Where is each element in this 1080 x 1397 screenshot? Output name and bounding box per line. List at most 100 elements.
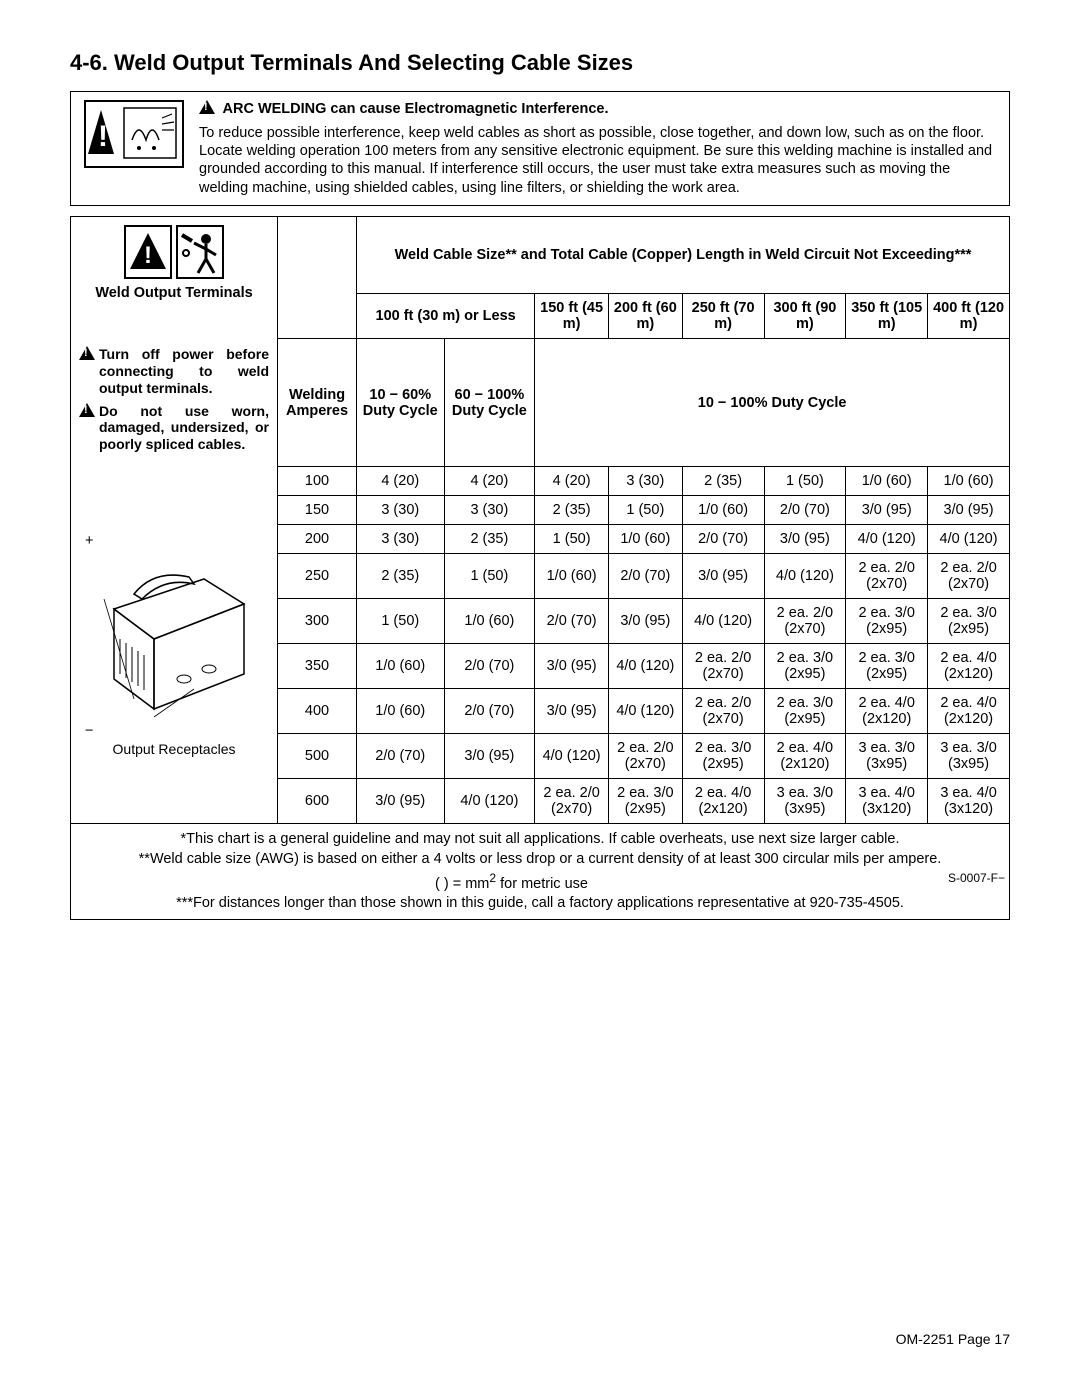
data-cell: 3/0 (95) [357,779,445,824]
section-title: 4-6. Weld Output Terminals And Selecting… [70,50,1010,76]
data-cell: 1/0 (60) [928,467,1010,496]
dist-150: 150 ft (45 m) [535,293,609,338]
amp-cell: 200 [278,525,357,554]
data-cell: 1/0 (60) [357,689,445,734]
data-cell: 2 ea. 2/0 (2x70) [928,554,1010,599]
warning-triangle-icon: ! [84,100,184,168]
data-cell: 4/0 (120) [764,554,846,599]
doc-code: S-0007-F− [948,870,1005,886]
duty-10-100: 10 − 100% Duty Cycle [535,338,1010,467]
data-cell: 4 (20) [357,467,445,496]
page-footer: OM-2251 Page 17 [896,1331,1010,1347]
data-cell: 2 ea. 4/0 (2x120) [846,689,928,734]
data-cell: 2 ea. 2/0 (2x70) [846,554,928,599]
svg-text:!: ! [98,120,108,153]
dist-200: 200 ft (60 m) [608,293,682,338]
data-cell: 3 (30) [608,467,682,496]
data-cell: 2/0 (70) [535,599,609,644]
data-cell: 3 ea. 4/0 (3x120) [928,779,1010,824]
amperes-header: Welding Amperes [278,338,357,467]
data-cell: 3 ea. 3/0 (3x95) [846,734,928,779]
data-cell: 1 (50) [357,599,445,644]
data-cell: 3/0 (95) [764,525,846,554]
warning-triangle-small-icon [199,100,215,114]
data-cell: 1/0 (60) [535,554,609,599]
data-cell: 2/0 (70) [444,689,535,734]
data-cell: 2 ea. 4/0 (2x120) [764,734,846,779]
data-cell: 2/0 (70) [608,554,682,599]
data-cell: 2 (35) [535,496,609,525]
data-cell: 2 (35) [682,467,764,496]
warn-icon [79,346,95,360]
data-cell: 2 ea. 3/0 (2x95) [764,689,846,734]
data-cell: 2/0 (70) [682,525,764,554]
data-cell: 2 ea. 4/0 (2x120) [928,644,1010,689]
data-cell: 3/0 (95) [444,734,535,779]
data-cell: 2 ea. 2/0 (2x70) [682,644,764,689]
data-cell: 2 ea. 3/0 (2x95) [846,644,928,689]
amp-cell: 350 [278,644,357,689]
machine-illustration-cell: + [71,467,278,824]
data-cell: 4/0 (120) [444,779,535,824]
amp-cell: 500 [278,734,357,779]
data-cell: 4/0 (120) [608,689,682,734]
safety-note-1: Turn off power before connecting to weld… [99,346,269,396]
data-cell: 3 (30) [444,496,535,525]
svg-text:!: ! [144,242,152,269]
data-cell: 2 (35) [444,525,535,554]
data-cell: 1/0 (60) [682,496,764,525]
data-cell: 2 ea. 4/0 (2x120) [682,779,764,824]
dist-100ft: 100 ft (30 m) or Less [357,293,535,338]
footnotes-cell: *This chart is a general guideline and m… [71,824,1010,920]
warning-body-text: To reduce possible interference, keep we… [199,124,1001,197]
data-cell: 3/0 (95) [846,496,928,525]
data-cell: 2/0 (70) [444,644,535,689]
amp-cell: 400 [278,689,357,734]
data-cell: 3 (30) [357,496,445,525]
data-cell: 2 ea. 2/0 (2x70) [682,689,764,734]
safety-note-2: Do not use worn, damaged, undersized, or… [99,403,269,453]
duty-10-60: 10 − 60% Duty Cycle [357,338,445,467]
warn-icon [79,403,95,417]
empty-header-cell [278,216,357,338]
data-cell: 3 ea. 3/0 (3x95) [928,734,1010,779]
data-cell: 2 (35) [357,554,445,599]
table-top-header: Weld Cable Size** and Total Cable (Coppe… [357,216,1010,293]
data-cell: 3/0 (95) [928,496,1010,525]
footnote-3: ***For distances longer than those shown… [75,894,1005,914]
welder-machine-icon [94,549,254,719]
data-cell: 4/0 (120) [846,525,928,554]
footnote-1: *This chart is a general guideline and m… [75,830,1005,850]
data-cell: 3 ea. 4/0 (3x120) [846,779,928,824]
duty-60-100: 60 − 100% Duty Cycle [444,338,535,467]
data-cell: 1/0 (60) [608,525,682,554]
data-cell: 2 ea. 3/0 (2x95) [682,734,764,779]
data-cell: 1 (50) [444,554,535,599]
data-cell: 2 ea. 3/0 (2x95) [608,779,682,824]
data-cell: 4/0 (120) [608,644,682,689]
data-cell: 4/0 (120) [535,734,609,779]
data-cell: 4/0 (120) [928,525,1010,554]
data-cell: 4 (20) [444,467,535,496]
data-cell: 1 (50) [608,496,682,525]
receptacles-label: Output Receptacles [79,741,269,757]
dist-350: 350 ft (105 m) [846,293,928,338]
warning-triangle-box-icon: ! [124,225,172,279]
cable-size-table: ! Weld Output Terminals Weld Cable S [70,216,1010,921]
left-panel-top: ! Weld Output Terminals [71,216,278,338]
data-cell: 2 ea. 2/0 (2x70) [764,599,846,644]
data-cell: 4 (20) [535,467,609,496]
data-cell: 1 (50) [764,467,846,496]
data-cell: 3/0 (95) [682,554,764,599]
data-cell: 2 ea. 3/0 (2x95) [764,644,846,689]
disconnect-person-icon [176,225,224,279]
data-cell: 1 (50) [535,525,609,554]
data-cell: 2 ea. 4/0 (2x120) [928,689,1010,734]
amp-cell: 250 [278,554,357,599]
data-cell: 2 ea. 2/0 (2x70) [608,734,682,779]
dist-400: 400 ft (120 m) [928,293,1010,338]
data-cell: 3/0 (95) [535,644,609,689]
amp-cell: 300 [278,599,357,644]
warning-bold-text: ARC WELDING can cause Electromagnetic In… [223,101,609,117]
data-cell: 1/0 (60) [444,599,535,644]
